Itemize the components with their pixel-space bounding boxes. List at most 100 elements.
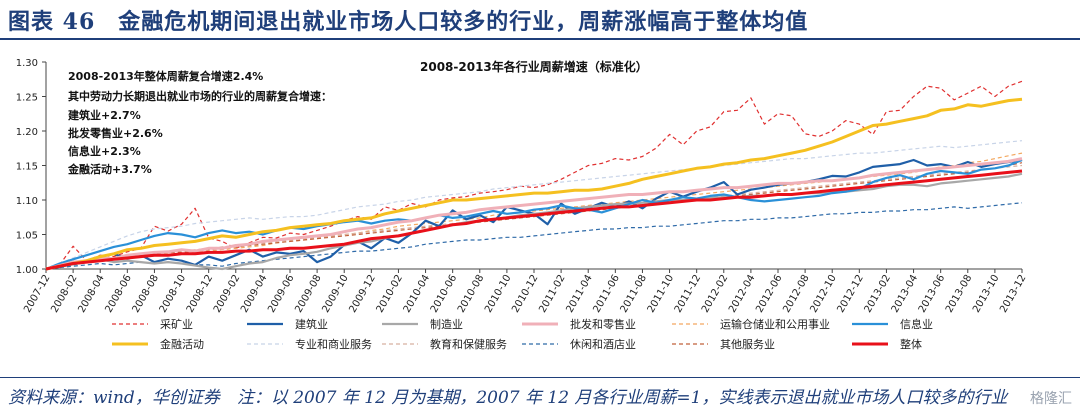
x-tick-label: 2009-02 bbox=[212, 273, 242, 315]
x-tick-label: 2012-04 bbox=[727, 273, 757, 315]
x-tick-label: 2013-02 bbox=[863, 273, 893, 315]
series-line-0 bbox=[45, 80, 1023, 270]
figure-header: 图表 46 金融危机期间退出就业市场人口较多的行业，周薪涨幅高于整体均值 bbox=[0, 0, 1080, 40]
annotation-overall: 2008-2013年整体周薪复合增速2.4% bbox=[68, 70, 264, 83]
legend-swatch bbox=[672, 343, 708, 345]
x-tick-label: 2012-12 bbox=[836, 273, 866, 315]
annotation-construction: 建筑业+2.7% bbox=[68, 109, 141, 122]
x-tick-label: 2010-06 bbox=[429, 273, 459, 315]
annotation-information: 信息业+2.3% bbox=[68, 145, 141, 158]
legend-label: 信息业 bbox=[900, 318, 933, 331]
legend-swatch bbox=[522, 343, 558, 345]
x-tick-label: 2008-02 bbox=[49, 273, 79, 315]
legend-item: 信息业 bbox=[850, 316, 933, 332]
x-tick-label: 2010-02 bbox=[375, 273, 405, 315]
x-tick-label: 2007-12 bbox=[22, 273, 52, 315]
x-tick-label: 2009-06 bbox=[266, 273, 296, 315]
legend-label: 专业和商业服务 bbox=[295, 338, 372, 351]
x-tick-label: 2008-12 bbox=[185, 273, 215, 315]
y-tick-label: 1.20 bbox=[16, 127, 38, 138]
x-tick-label: 2008-10 bbox=[158, 273, 188, 315]
legend-item: 整体 bbox=[850, 336, 922, 352]
x-tick-label: 2009-04 bbox=[239, 273, 269, 315]
legend-label: 批发和零售业 bbox=[570, 318, 636, 331]
legend-label: 其他服务业 bbox=[720, 338, 775, 351]
x-tick-label: 2011-04 bbox=[564, 273, 594, 315]
x-tick-label: 2012-08 bbox=[781, 273, 811, 315]
title-divider bbox=[0, 38, 1080, 40]
legend-label: 金融活动 bbox=[160, 338, 204, 351]
watermark: 格隆汇 bbox=[1030, 391, 1072, 407]
series-line-7 bbox=[45, 140, 1023, 270]
x-tick-label: 2012-02 bbox=[700, 273, 730, 315]
annotation-subtitle: 其中劳动力长期退出就业市场的行业的周薪复合增速： bbox=[68, 90, 332, 103]
legend-swatch bbox=[112, 323, 148, 325]
figure-title: 图表 46 金融危机期间退出就业市场人口较多的行业，周薪涨幅高于整体均值 bbox=[8, 9, 809, 35]
x-tick-label: 2010-12 bbox=[510, 273, 540, 315]
x-tick-label: 2012-10 bbox=[808, 273, 838, 315]
legend-item: 制造业 bbox=[380, 316, 463, 332]
legend-item: 采矿业 bbox=[110, 316, 193, 332]
y-tick-label: 1.00 bbox=[16, 265, 38, 276]
line-chart: 1.001.051.101.151.201.251.302007-122008-… bbox=[16, 58, 1029, 315]
x-tick-label: 2011-08 bbox=[619, 273, 649, 315]
y-tick-label: 1.15 bbox=[16, 162, 38, 173]
legend-item: 专业和商业服务 bbox=[245, 336, 372, 352]
legend-item: 金融活动 bbox=[110, 336, 204, 352]
x-tick-label: 2011-12 bbox=[673, 273, 703, 315]
legend-label: 制造业 bbox=[430, 318, 463, 331]
legend-swatch bbox=[852, 322, 888, 326]
x-tick-label: 2009-10 bbox=[320, 273, 350, 315]
footer-divider bbox=[0, 377, 1080, 378]
annotation-finance: 金融活动+3.7% bbox=[68, 163, 152, 176]
legend-swatch bbox=[382, 322, 418, 326]
series-line-3 bbox=[45, 157, 1023, 271]
y-tick-label: 1.10 bbox=[16, 196, 38, 207]
x-tick-label: 2008-06 bbox=[104, 273, 134, 315]
legend-swatch bbox=[247, 322, 283, 326]
x-tick-label: 2011-06 bbox=[592, 273, 622, 315]
x-tick-label: 2012-06 bbox=[754, 273, 784, 315]
x-tick-label: 2013-08 bbox=[944, 273, 974, 315]
legend-item: 教育和保健服务 bbox=[380, 336, 507, 352]
x-tick-label: 2008-04 bbox=[76, 273, 106, 315]
legend-label: 教育和保健服务 bbox=[430, 338, 507, 351]
x-tick-label: 2013-06 bbox=[917, 273, 947, 315]
legend-swatch bbox=[852, 342, 888, 346]
x-tick-label: 2008-08 bbox=[131, 273, 161, 315]
legend-swatch bbox=[382, 343, 418, 345]
y-tick-label: 1.30 bbox=[16, 58, 38, 69]
legend-item: 批发和零售业 bbox=[520, 316, 636, 332]
x-tick-label: 2011-02 bbox=[537, 273, 567, 315]
x-tick-label: 2009-08 bbox=[293, 273, 323, 315]
legend-label: 休闲和酒店业 bbox=[570, 338, 636, 351]
x-tick-label: 2010-10 bbox=[483, 273, 513, 315]
legend-item: 运输仓储业和公用事业 bbox=[670, 316, 830, 332]
legend-label: 整体 bbox=[900, 338, 922, 351]
x-tick-label: 2011-10 bbox=[646, 273, 676, 315]
x-tick-label: 2013-04 bbox=[890, 273, 920, 315]
legend-label: 建筑业 bbox=[295, 318, 328, 331]
source-note: 资料来源：wind，华创证券 注：以 2007 年 12 月为基期，2007 年… bbox=[8, 388, 1008, 408]
legend-swatch bbox=[522, 322, 558, 326]
x-tick-label: 2010-04 bbox=[402, 273, 432, 315]
x-tick-label: 2013-10 bbox=[971, 273, 1001, 315]
legend-item: 休闲和酒店业 bbox=[520, 336, 636, 352]
annotation-wholesale: 批发零售业+2.6% bbox=[68, 127, 163, 140]
legend-swatch bbox=[247, 343, 283, 345]
legend-item: 其他服务业 bbox=[670, 336, 775, 352]
legend-swatch bbox=[672, 323, 708, 325]
legend-item: 建筑业 bbox=[245, 316, 328, 332]
legend-swatch bbox=[112, 342, 148, 346]
x-tick-label: 2013-12 bbox=[998, 273, 1028, 315]
legend-label: 运输仓储业和公用事业 bbox=[720, 318, 830, 331]
series-line-9 bbox=[45, 202, 1023, 270]
y-tick-label: 1.05 bbox=[16, 231, 38, 242]
x-tick-label: 2009-12 bbox=[348, 273, 378, 315]
chart-title: 2008-2013年各行业周薪增速（标准化） bbox=[420, 60, 648, 74]
y-tick-label: 1.25 bbox=[16, 93, 38, 104]
legend-label: 采矿业 bbox=[160, 318, 193, 331]
series-line-11 bbox=[45, 169, 1023, 271]
x-tick-label: 2010-08 bbox=[456, 273, 486, 315]
series-line-6 bbox=[45, 97, 1023, 271]
